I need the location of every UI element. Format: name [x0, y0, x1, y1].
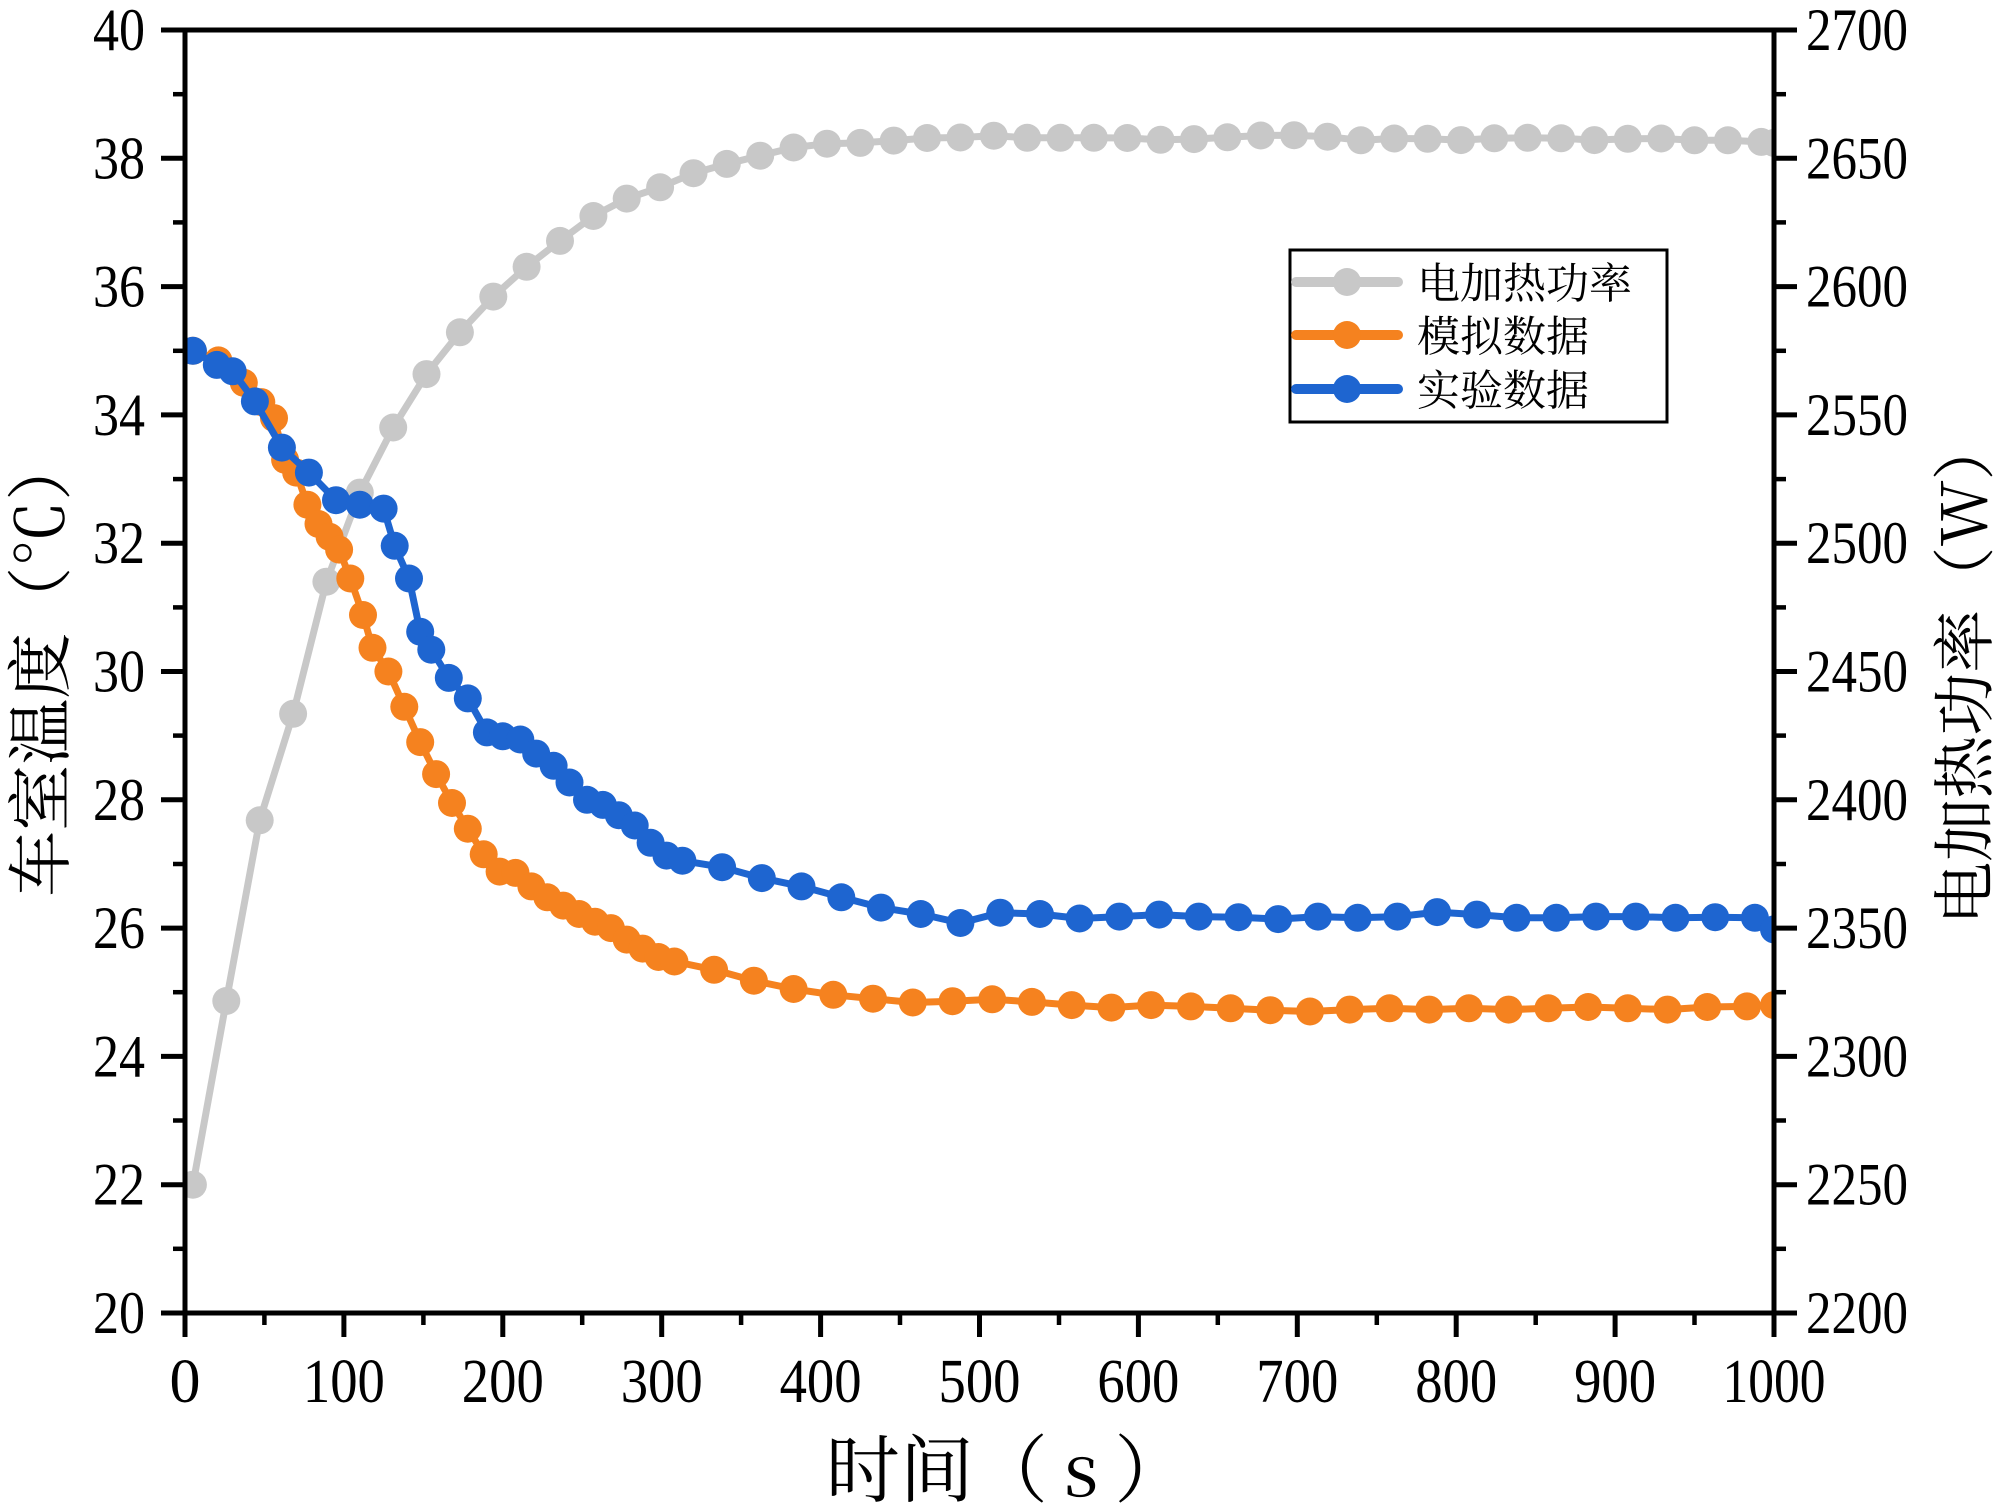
svg-text:1000: 1000 — [1723, 1348, 1826, 1416]
svg-text:22: 22 — [93, 1152, 145, 1218]
svg-text:20: 20 — [93, 1280, 145, 1346]
svg-text:2300: 2300 — [1806, 1023, 1908, 1089]
svg-text:2550: 2550 — [1806, 382, 1908, 448]
svg-text:40: 40 — [93, 0, 145, 63]
svg-text:30: 30 — [93, 639, 145, 705]
svg-text:24: 24 — [93, 1023, 145, 1089]
svg-text:2600: 2600 — [1806, 254, 1908, 320]
svg-text:400: 400 — [780, 1348, 862, 1416]
svg-text:2700: 2700 — [1806, 0, 1908, 63]
svg-text:2350: 2350 — [1806, 895, 1908, 961]
svg-text:200: 200 — [462, 1348, 544, 1416]
svg-text:28: 28 — [93, 767, 145, 833]
svg-text:2250: 2250 — [1806, 1152, 1908, 1218]
svg-text:36: 36 — [93, 254, 145, 320]
svg-text:34: 34 — [93, 382, 145, 448]
svg-text:600: 600 — [1097, 1348, 1179, 1416]
svg-text:2500: 2500 — [1806, 510, 1908, 576]
svg-text:2650: 2650 — [1806, 125, 1908, 191]
svg-text:2400: 2400 — [1806, 767, 1908, 833]
svg-text:0: 0 — [170, 1348, 201, 1416]
svg-text:2450: 2450 — [1806, 639, 1908, 705]
svg-text:32: 32 — [93, 510, 145, 576]
svg-text:38: 38 — [93, 125, 145, 191]
svg-text:300: 300 — [621, 1348, 703, 1416]
svg-text:800: 800 — [1415, 1348, 1497, 1416]
svg-text:500: 500 — [939, 1348, 1021, 1416]
svg-text:26: 26 — [93, 895, 145, 961]
svg-text:2200: 2200 — [1806, 1280, 1908, 1346]
svg-text:700: 700 — [1256, 1348, 1338, 1416]
svg-text:100: 100 — [303, 1348, 385, 1416]
svg-text:900: 900 — [1574, 1348, 1656, 1416]
